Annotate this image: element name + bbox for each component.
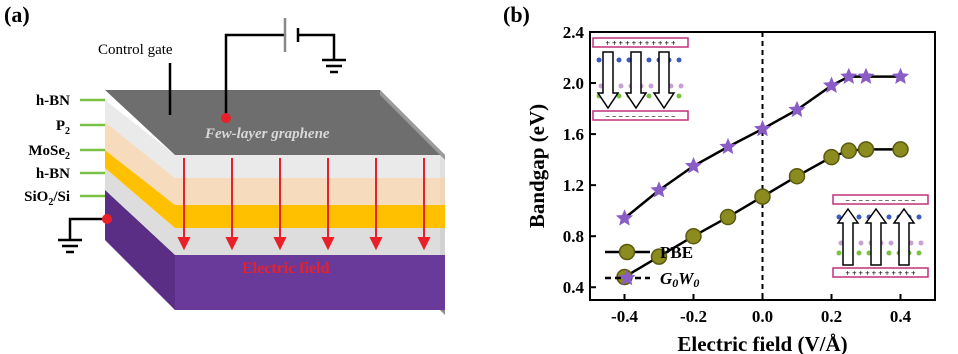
layer-hbn-lower xyxy=(105,150,445,228)
gate-contact-dot xyxy=(221,113,231,123)
x-tick-label: 0.4 xyxy=(890,307,912,326)
layer-purple-side xyxy=(105,190,175,310)
legend-pbe-label: PBE xyxy=(660,243,693,262)
g0w0-point xyxy=(719,137,737,155)
g0w0-point xyxy=(684,157,703,174)
layer-purple-front xyxy=(105,190,445,310)
device-schematic: Control gate Few-layer graphene Electric… xyxy=(24,18,445,315)
back-contact-dot xyxy=(102,214,112,224)
x-tick-label: 0.2 xyxy=(821,307,842,326)
layer-label: h-BN xyxy=(36,166,70,182)
x-tick-label: 0.0 xyxy=(752,307,773,326)
x-tick-label: -0.4 xyxy=(611,307,638,326)
g0w0-point xyxy=(822,76,841,93)
g0w0-point xyxy=(891,67,910,84)
control-gate-label: Control gate xyxy=(98,42,173,58)
y-tick-label: 1.6 xyxy=(563,125,584,144)
pbe-point xyxy=(650,248,668,265)
pbe-point xyxy=(788,167,806,185)
g0w0-point xyxy=(840,67,858,84)
g0w0-point xyxy=(857,67,875,84)
y-tick-label: 2.0 xyxy=(563,74,584,93)
legend-g0w0-label: G0W0 xyxy=(660,269,699,290)
legend-pbe-marker xyxy=(618,243,636,261)
bandgap-chart: + + + + + + + + + + +− − − − − − − − − −… xyxy=(525,23,936,354)
y-tick-label: 1.2 xyxy=(563,176,584,195)
top-graphene-face xyxy=(105,90,445,155)
structure-inset: + + + + + + + + + + + − − − − − − − − − −… xyxy=(592,37,689,121)
y-tick-label: 0.4 xyxy=(563,278,585,297)
layer-mose2 xyxy=(105,122,445,205)
y-tick-label: 2.4 xyxy=(563,23,585,42)
g0w0-point xyxy=(753,120,772,137)
y-tick-label: 0.8 xyxy=(563,227,584,246)
g0w0-point xyxy=(650,181,668,198)
pbe-point xyxy=(840,142,857,159)
layer-label: h-BN xyxy=(36,93,70,109)
g0w0-point xyxy=(788,100,806,118)
series-line xyxy=(623,75,901,220)
control-gate-wiring xyxy=(58,18,346,254)
svg-text:− − − − − − − − − − −: − − − − − − − − − − − xyxy=(845,196,916,205)
x-axis-label: Electric field (V/Å) xyxy=(677,332,847,354)
pbe-point xyxy=(857,141,875,158)
structure-inset: − − − − − − − − − − − + + + + + + + + + +… xyxy=(832,194,929,278)
g0w0-point xyxy=(615,209,634,226)
graphene-label: Few-layer graphene xyxy=(204,126,330,142)
x-tick-label: -0.2 xyxy=(680,307,707,326)
electric-field-label: Electric field xyxy=(242,260,330,277)
svg-text:+ + + + + + + + + + +: + + + + + + + + + + + xyxy=(605,39,676,48)
pbe-point xyxy=(823,148,840,166)
electric-field-arrows xyxy=(177,158,431,251)
layer-p2 xyxy=(105,100,445,178)
svg-text:− − − − − − − − − − −: − − − − − − − − − − − xyxy=(605,112,676,121)
pbe-point xyxy=(754,188,771,205)
panel-b-label: (b) xyxy=(503,2,530,27)
series-line xyxy=(623,148,901,279)
legend-g0w0-marker xyxy=(618,269,636,286)
y-axis-label: Bandgap (eV) xyxy=(525,104,549,228)
layer-label: P2 xyxy=(56,118,70,137)
pbe-point xyxy=(892,141,909,158)
layer-label: SiO2/Si xyxy=(24,189,70,208)
pbe-point xyxy=(685,227,702,245)
svg-text:+ + + + + + + + + + +: + + + + + + + + + + + xyxy=(845,269,916,278)
panel-a-label: (a) xyxy=(4,2,30,27)
layer-label: MoSe2 xyxy=(28,143,70,162)
pbe-point xyxy=(719,208,737,226)
layer-sio2 xyxy=(105,168,445,255)
